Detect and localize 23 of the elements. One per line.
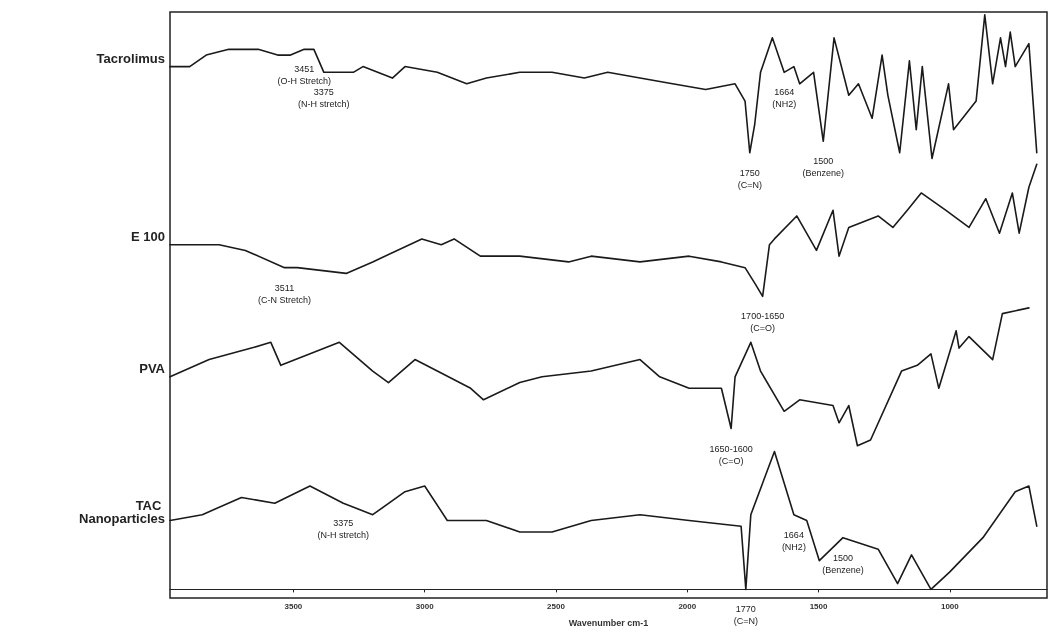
- x-axis-title: Wavenumber cm-1: [568, 617, 649, 628]
- x-tick-label: 1500: [809, 601, 829, 611]
- annotation: 1750 (C=N): [737, 167, 762, 190]
- x-tick-label: 1000: [940, 601, 960, 611]
- x-tick-label: 2000: [678, 601, 697, 611]
- x-tick-label: 2500: [547, 601, 566, 611]
- annotation: 3511 (C-N Stretch): [257, 282, 311, 305]
- x-tick-label: 3500: [284, 601, 303, 611]
- series-label: TAC Nanoparticles: [79, 498, 165, 527]
- annotation: 3375 (N-H stretch): [298, 87, 350, 110]
- annotation: 1500 (Benzene): [822, 552, 864, 575]
- annotation: 3375 (N-H stretch): [317, 518, 370, 541]
- series-label: PVA: [139, 361, 166, 377]
- x-tick-label: 3000: [415, 601, 435, 611]
- annotation: 3451 (O-H Stretch): [277, 64, 331, 87]
- annotation: 1664 (NH2): [781, 529, 806, 552]
- series-label: E 100: [131, 229, 165, 245]
- series-label: Tacrolimus: [96, 51, 165, 67]
- annotation: 1700-1650 (C=O): [741, 311, 785, 334]
- annotation: 1500 (Benzene): [802, 156, 845, 179]
- annotation: 1650-1600 (C=O): [709, 443, 753, 466]
- annotation: 1770 (C=N): [733, 604, 758, 627]
- annotation: 1664 (NH2): [772, 87, 797, 110]
